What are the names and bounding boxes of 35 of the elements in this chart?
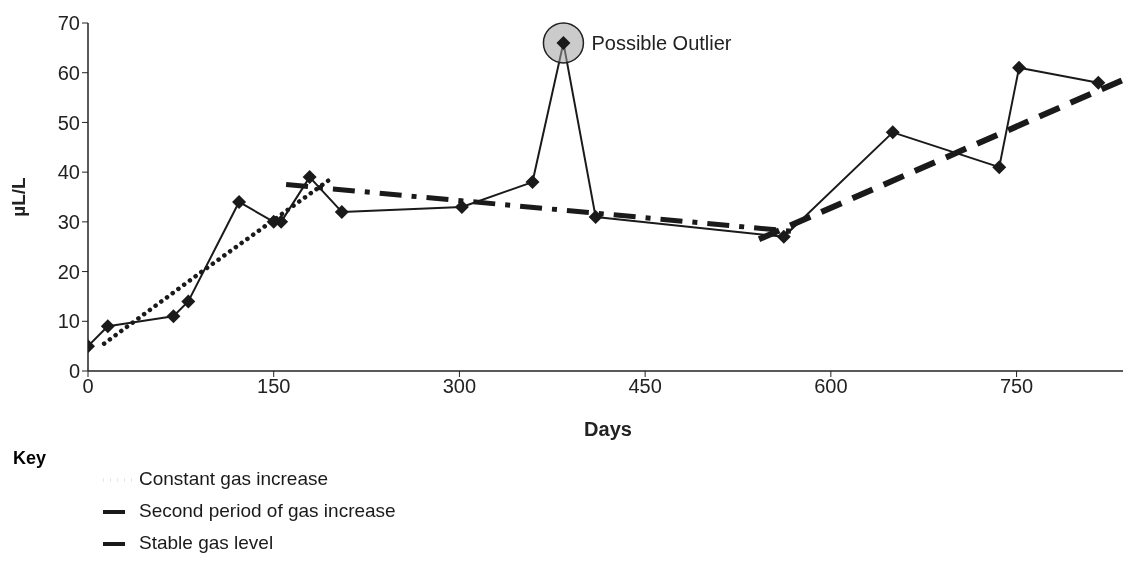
point: [454, 199, 469, 214]
point: [232, 194, 247, 209]
point: [885, 125, 900, 140]
x-tick-label: 0: [82, 375, 94, 398]
point: [100, 319, 115, 334]
point: [1091, 75, 1106, 90]
legend-label: Constant gas increase: [139, 468, 329, 490]
x-tick-label: 600: [814, 375, 848, 398]
x-tick-label: 450: [628, 375, 662, 398]
point: [1012, 60, 1027, 75]
y-tick-label: 60: [57, 61, 80, 84]
y-tick-label: 40: [57, 161, 80, 184]
x-axis-title: Days: [584, 418, 632, 440]
legend-label: Second period of gas increase: [139, 500, 396, 522]
point: [181, 294, 196, 309]
x-tick-label: 750: [999, 375, 1034, 398]
point: [334, 204, 349, 219]
y-axis-title: µL/L: [7, 176, 29, 217]
x-tick-label: 300: [442, 375, 477, 398]
y-tick-label: 10: [57, 310, 80, 333]
point: [525, 175, 540, 190]
point: [302, 170, 317, 185]
legend-title: Key: [13, 448, 47, 469]
point: [992, 160, 1007, 175]
x-tick-label: 150: [257, 375, 291, 398]
y-tick-label: 50: [57, 111, 80, 134]
y-tick-label: 70: [57, 12, 80, 35]
point: [588, 209, 603, 224]
point: [166, 309, 181, 324]
y-tick-label: 20: [57, 260, 80, 283]
legend-label: Stable gas level: [139, 532, 274, 554]
annotation: Possible Outlier: [591, 31, 732, 54]
y-tick-label: 0: [68, 360, 80, 383]
point: [776, 229, 791, 244]
y-tick-label: 30: [57, 210, 80, 233]
